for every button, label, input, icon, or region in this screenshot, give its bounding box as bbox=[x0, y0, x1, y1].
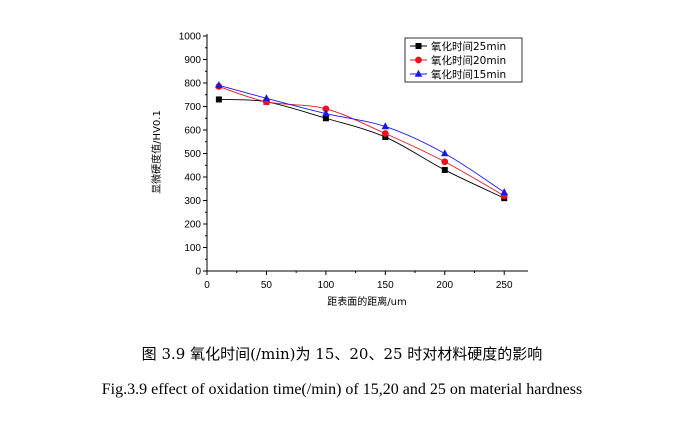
y-tick-label: 400 bbox=[184, 173, 201, 184]
y-tick-label: 700 bbox=[184, 102, 201, 113]
data-point-s3-4 bbox=[440, 149, 449, 157]
y-tick-label: 100 bbox=[184, 243, 201, 254]
y-tick-label: 900 bbox=[184, 55, 201, 66]
legend-marker-3 bbox=[414, 69, 423, 77]
legend-label-1: 氧化时间25min bbox=[431, 40, 506, 53]
series-lines bbox=[218, 84, 505, 199]
x-tick-label: 200 bbox=[436, 280, 453, 291]
data-point-s1-4 bbox=[441, 166, 448, 173]
series-line-1 bbox=[218, 99, 505, 199]
data-point-s3-5 bbox=[500, 188, 509, 196]
y-axis-title: 显微硬度值/HV0.1 bbox=[150, 110, 163, 194]
x-axis-title: 距表面的距离/um bbox=[327, 295, 406, 308]
data-point-s1-0 bbox=[215, 96, 222, 103]
x-tick-label: 50 bbox=[261, 280, 273, 291]
y-tick-label: 800 bbox=[184, 79, 201, 90]
y-tick-label: 200 bbox=[184, 220, 201, 231]
legend-label-3: 氧化时间15min bbox=[431, 68, 506, 81]
data-point-s3-2 bbox=[322, 109, 330, 117]
data-point-s3-3 bbox=[381, 122, 390, 130]
y-axis: 0 100 200 300 400 500 600 700 800 900 1000 bbox=[179, 32, 207, 278]
y-tick-label: 500 bbox=[184, 149, 201, 160]
data-point-s3-0 bbox=[215, 81, 223, 89]
data-point-s2-3 bbox=[381, 130, 389, 137]
data-point-s2-4 bbox=[441, 158, 449, 166]
y-tick-label: 600 bbox=[184, 126, 201, 137]
data-point-s1-3 bbox=[382, 134, 389, 141]
y-tick-label: 0 bbox=[195, 267, 201, 278]
data-point-s1-2 bbox=[322, 115, 329, 122]
x-tick-label: 100 bbox=[318, 280, 335, 291]
x-tick-label: 150 bbox=[377, 280, 394, 291]
series-line-2 bbox=[218, 86, 505, 197]
y-tick-label: 1000 bbox=[179, 32, 202, 43]
y-tick-label: 300 bbox=[184, 196, 201, 207]
legend-label-2: 氧化时间20min bbox=[431, 54, 506, 67]
x-axis: 0 50 100 150 200 250 bbox=[204, 271, 513, 291]
hardness-chart: 0 50 100 150 200 250 0 100 200 300 400 500 600 700 80… bbox=[150, 32, 528, 308]
x-tick-label: 0 bbox=[204, 280, 210, 291]
legend-marker-2 bbox=[415, 56, 422, 64]
series-markers bbox=[215, 81, 509, 202]
series-line-3 bbox=[218, 84, 505, 193]
x-tick-label: 250 bbox=[496, 280, 513, 291]
legend-marker-1 bbox=[415, 43, 422, 49]
data-point-s3-1 bbox=[262, 94, 271, 102]
figure-caption-english: Fig.3.9 effect of oxidation time(/min) o… bbox=[101, 381, 583, 398]
data-point-s2-2 bbox=[322, 105, 330, 113]
figure-caption-chinese: 图 3.9 氧化时间(/min)为 15、20、25 时对材料硬度的影响 bbox=[141, 345, 543, 363]
